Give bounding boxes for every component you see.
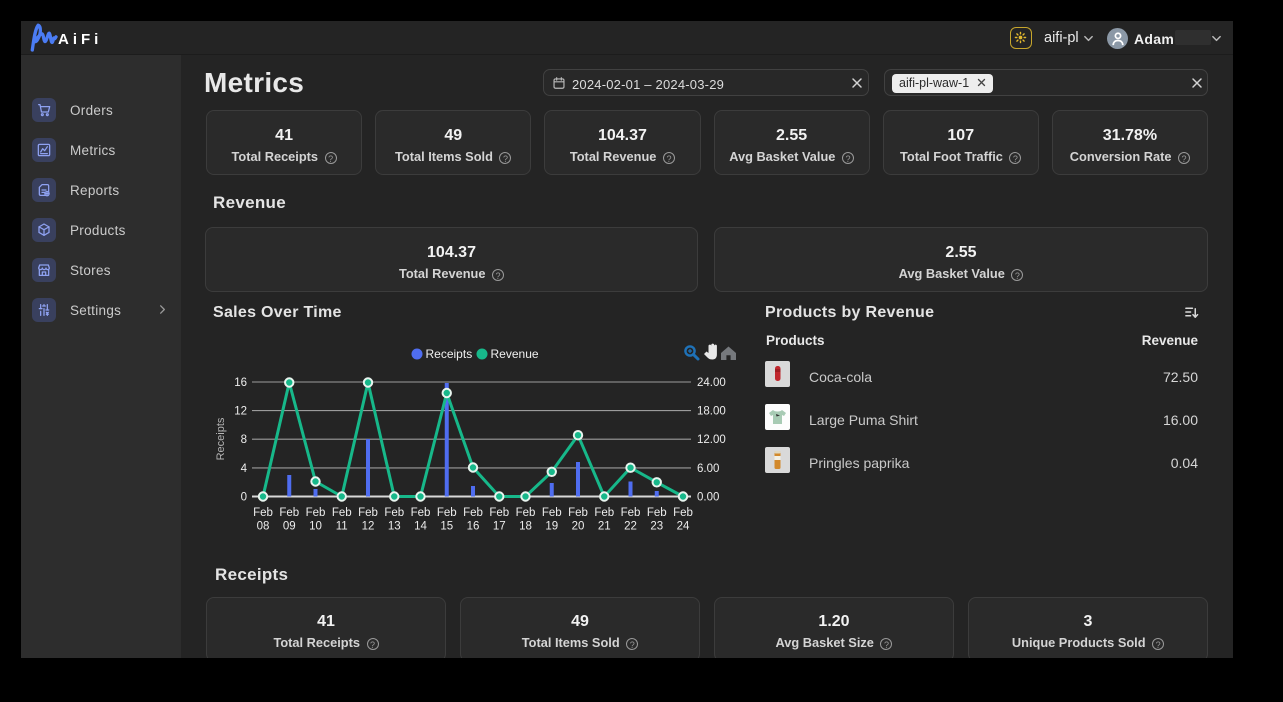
svg-text:Feb: Feb	[594, 507, 614, 519]
svg-text:0.00: 0.00	[697, 492, 719, 504]
svg-text:12.00: 12.00	[697, 434, 726, 446]
svg-text:23: 23	[650, 521, 663, 533]
svg-text:20: 20	[572, 521, 585, 533]
svg-text:12: 12	[234, 406, 247, 418]
svg-text:14: 14	[414, 521, 427, 533]
svg-text:16: 16	[234, 377, 247, 389]
svg-text:12: 12	[362, 521, 375, 533]
svg-text:0: 0	[241, 492, 247, 504]
svg-text:Receipts: Receipts	[215, 417, 227, 460]
svg-text:Feb: Feb	[489, 507, 509, 519]
svg-text:16: 16	[467, 521, 480, 533]
svg-text:4: 4	[241, 463, 248, 475]
svg-text:15: 15	[440, 521, 453, 533]
svg-text:Feb: Feb	[358, 507, 378, 519]
svg-text:Feb: Feb	[253, 507, 273, 519]
svg-text:Feb: Feb	[384, 507, 404, 519]
svg-text:08: 08	[257, 521, 270, 533]
svg-text:Feb: Feb	[647, 507, 667, 519]
svg-text:19: 19	[545, 521, 558, 533]
svg-text:Feb: Feb	[279, 507, 299, 519]
svg-text:Feb: Feb	[306, 507, 326, 519]
svg-text:10: 10	[309, 521, 322, 533]
svg-text:22: 22	[624, 521, 637, 533]
svg-text:Revenue: Revenue	[491, 347, 539, 361]
svg-text:Feb: Feb	[516, 507, 536, 519]
svg-text:Feb: Feb	[463, 507, 483, 519]
svg-text:Feb: Feb	[332, 507, 352, 519]
svg-text:18.00: 18.00	[697, 406, 726, 418]
svg-text:8: 8	[241, 434, 247, 446]
svg-text:09: 09	[283, 521, 296, 533]
svg-text:18: 18	[519, 521, 532, 533]
svg-text:Feb: Feb	[437, 507, 457, 519]
svg-text:6.00: 6.00	[697, 463, 719, 475]
svg-text:11: 11	[336, 521, 348, 533]
svg-text:Feb: Feb	[621, 507, 641, 519]
svg-text:21: 21	[598, 521, 611, 533]
svg-text:17: 17	[493, 521, 506, 533]
svg-text:13: 13	[388, 521, 401, 533]
svg-text:Receipts: Receipts	[426, 347, 473, 361]
svg-text:Feb: Feb	[673, 507, 693, 519]
svg-text:Feb: Feb	[542, 507, 562, 519]
svg-text:Feb: Feb	[568, 507, 588, 519]
svg-text:24.00: 24.00	[697, 377, 726, 389]
svg-text:Feb: Feb	[411, 507, 431, 519]
svg-text:24: 24	[677, 521, 690, 533]
